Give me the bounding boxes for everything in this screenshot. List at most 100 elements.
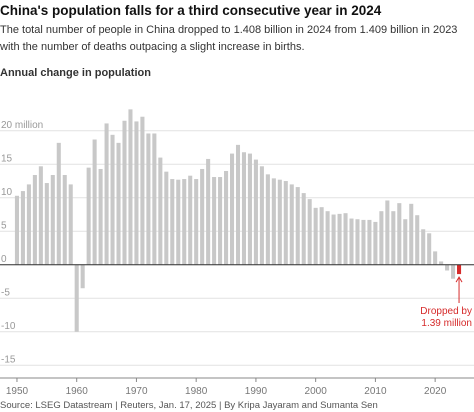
bar — [92, 139, 97, 265]
x-tick-label: 1960 — [66, 386, 89, 397]
bar — [331, 214, 336, 265]
bar — [32, 175, 37, 265]
bar — [277, 179, 282, 265]
bar — [38, 166, 43, 265]
bar — [397, 203, 402, 265]
bar — [313, 207, 318, 265]
bar — [439, 261, 444, 265]
bar — [337, 213, 342, 265]
y-tick-label: -15 — [1, 354, 16, 365]
bar — [427, 233, 432, 265]
y-tick-label: -10 — [1, 321, 16, 332]
bar — [110, 134, 115, 265]
bar — [80, 264, 85, 289]
bar — [182, 179, 187, 265]
bar — [391, 211, 396, 265]
bar — [14, 195, 19, 265]
x-tick-label: 1980 — [185, 386, 208, 397]
bar — [140, 116, 145, 265]
bar — [355, 219, 360, 265]
bar — [421, 229, 426, 265]
bar — [403, 219, 408, 265]
annotation-arrowhead — [455, 276, 463, 283]
x-tick-label: 2010 — [364, 386, 387, 397]
bar — [451, 264, 456, 279]
bar — [457, 264, 462, 275]
bar — [224, 170, 229, 265]
bar — [289, 184, 294, 265]
bar — [44, 183, 49, 265]
y-tick-label: 15 — [1, 153, 13, 164]
annotation: Dropped by — [420, 306, 472, 317]
bar — [247, 153, 252, 265]
bar — [146, 133, 151, 265]
bar — [307, 199, 312, 265]
bar — [319, 207, 324, 265]
bar — [409, 203, 414, 265]
x-tick-label: 2000 — [305, 386, 328, 397]
bar — [325, 211, 330, 265]
bar — [158, 157, 163, 265]
bar — [373, 221, 378, 265]
bar — [152, 133, 157, 265]
bar — [188, 175, 193, 265]
y-axis-title: Annual change in population — [0, 67, 151, 79]
bar — [343, 213, 348, 265]
bar — [134, 121, 139, 265]
x-tick-label: 1990 — [245, 386, 268, 397]
y-tick-label: 5 — [1, 220, 7, 231]
annotation: 1.39 million — [421, 318, 472, 329]
chart-title: China's population falls for a third con… — [0, 3, 382, 18]
subtitle: The total number of people in China drop… — [0, 24, 457, 36]
bar — [271, 178, 276, 265]
bar — [253, 159, 258, 265]
x-tick-label: 2020 — [424, 386, 447, 397]
bar — [433, 251, 438, 265]
bar — [367, 219, 372, 265]
bar — [62, 175, 67, 265]
bar — [212, 177, 217, 265]
bar — [98, 168, 103, 265]
bar — [295, 187, 300, 265]
source: Source: LSEG Datastream | Reuters, Jan. … — [0, 400, 378, 411]
bar — [349, 218, 354, 265]
bar — [50, 175, 55, 265]
bar — [74, 264, 79, 332]
bar — [122, 120, 127, 265]
y-tick-label: 0 — [1, 254, 7, 265]
y-tick-label: -5 — [1, 287, 10, 298]
bar — [26, 184, 31, 265]
bar — [116, 142, 121, 265]
bar — [445, 264, 450, 271]
bar — [68, 184, 73, 265]
bar — [86, 167, 91, 265]
bar — [170, 179, 175, 265]
bar — [259, 166, 264, 265]
bar — [56, 142, 61, 265]
subtitle: with the number of deaths outpacing a sl… — [0, 41, 305, 53]
bar — [415, 215, 420, 265]
bar — [379, 211, 384, 265]
y-tick-label: 20 million — [1, 120, 43, 131]
bar — [229, 153, 235, 265]
bar — [283, 181, 288, 265]
bar — [128, 109, 133, 265]
bar — [104, 123, 109, 265]
bar — [176, 179, 181, 265]
x-tick-label: 1950 — [6, 386, 29, 397]
bar — [206, 158, 211, 265]
y-tick-label: 10 — [1, 187, 13, 198]
bar — [194, 179, 199, 265]
bar — [385, 200, 390, 265]
bar — [164, 171, 169, 265]
bar — [20, 191, 25, 265]
bar — [301, 193, 306, 265]
bar — [361, 219, 366, 265]
bar — [235, 144, 241, 265]
x-tick-label: 1970 — [125, 386, 148, 397]
bar — [265, 174, 270, 265]
bar — [200, 168, 205, 265]
bar — [241, 152, 247, 265]
bar — [218, 177, 223, 265]
